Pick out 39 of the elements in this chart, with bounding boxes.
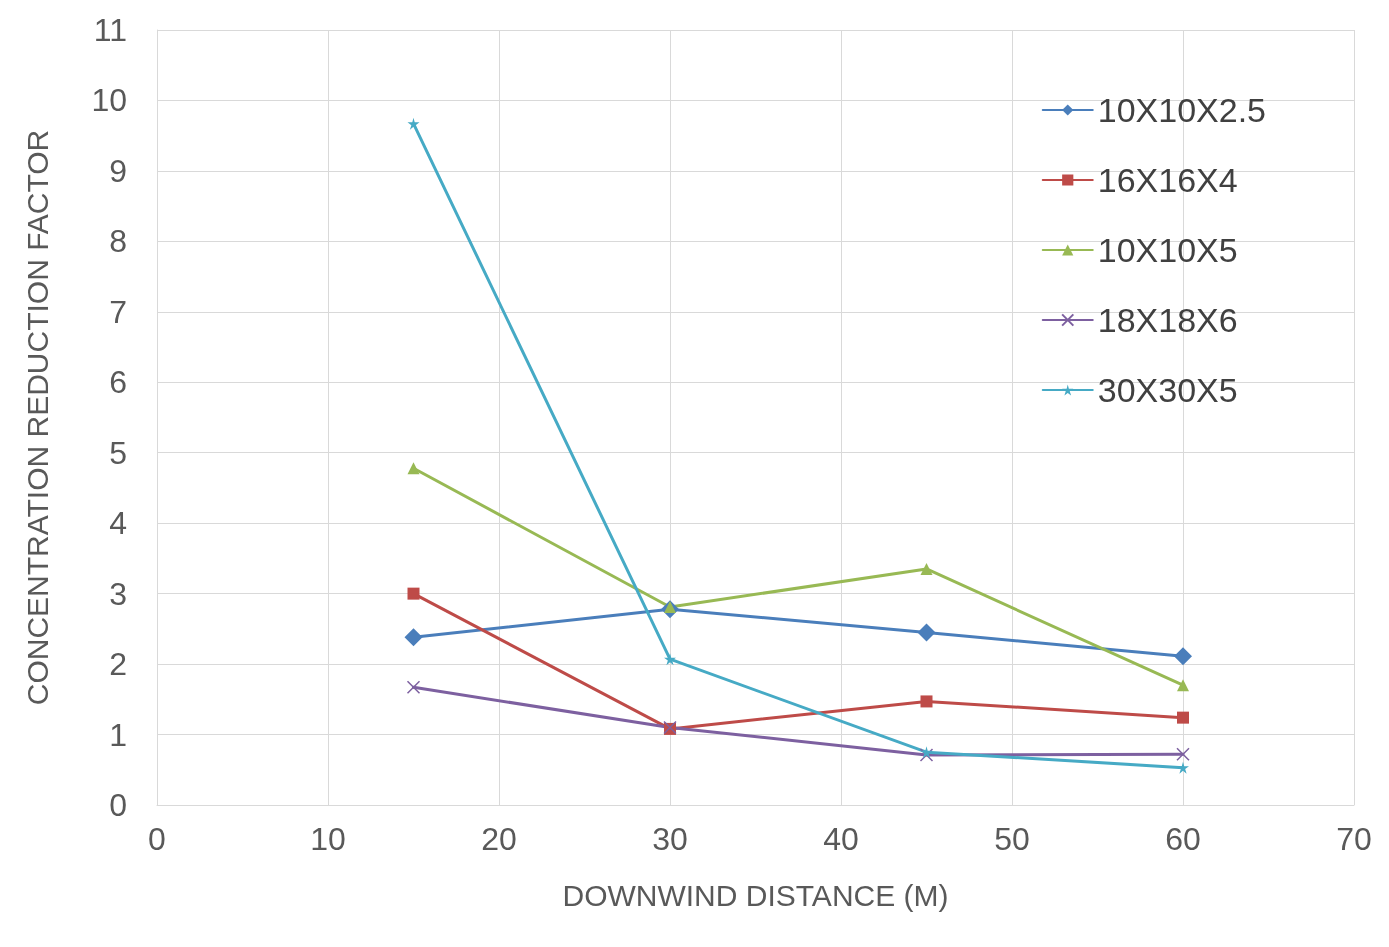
point xyxy=(407,587,420,600)
point xyxy=(1176,747,1190,762)
point xyxy=(406,680,421,695)
x-tick-label: 10 xyxy=(310,821,346,857)
y-tick-label: 4 xyxy=(109,505,127,542)
legend-label: 10X10X2.5 xyxy=(1097,91,1267,129)
y-tick-label: 7 xyxy=(109,293,127,330)
x-tick-label: 0 xyxy=(148,821,166,857)
x-tick-label: 40 xyxy=(823,821,859,857)
legend-label: 30X30X5 xyxy=(1097,371,1238,409)
x-tick-label: 70 xyxy=(1336,821,1372,857)
point xyxy=(1177,679,1189,692)
point xyxy=(920,695,933,708)
y-tick-label: 10 xyxy=(91,82,127,119)
y-tick-label: 11 xyxy=(93,12,127,48)
x-tick-label: 30 xyxy=(652,821,688,857)
y-tick-label: 8 xyxy=(109,223,127,260)
point xyxy=(404,628,423,647)
y-tick-label: 3 xyxy=(109,575,127,612)
x-tick-label: 50 xyxy=(994,821,1030,857)
y-tick-label: 0 xyxy=(109,787,127,823)
point xyxy=(407,462,420,475)
y-tick-label: 6 xyxy=(109,364,127,401)
y-tick-label: 5 xyxy=(109,434,127,471)
legend-label: 16X16X4 xyxy=(1097,161,1238,199)
x-tick-label: 60 xyxy=(1165,821,1201,857)
point xyxy=(1177,711,1189,724)
y-tick-label: 2 xyxy=(109,646,127,683)
point xyxy=(1174,647,1192,666)
x-tick-label: 20 xyxy=(481,821,517,857)
point xyxy=(920,562,933,575)
point xyxy=(407,117,420,130)
y-axis-title: CONCENTRATION REDUCTION FACTOR xyxy=(20,129,54,706)
x-axis-title: DOWNWIND DISTANCE (M) xyxy=(562,878,949,912)
y-tick-label: 9 xyxy=(109,152,127,189)
legend-label: 10X10X5 xyxy=(1097,231,1238,269)
y-tick-label: 1 xyxy=(109,716,127,753)
point xyxy=(917,623,936,642)
legend-label: 18X18X6 xyxy=(1097,301,1238,339)
